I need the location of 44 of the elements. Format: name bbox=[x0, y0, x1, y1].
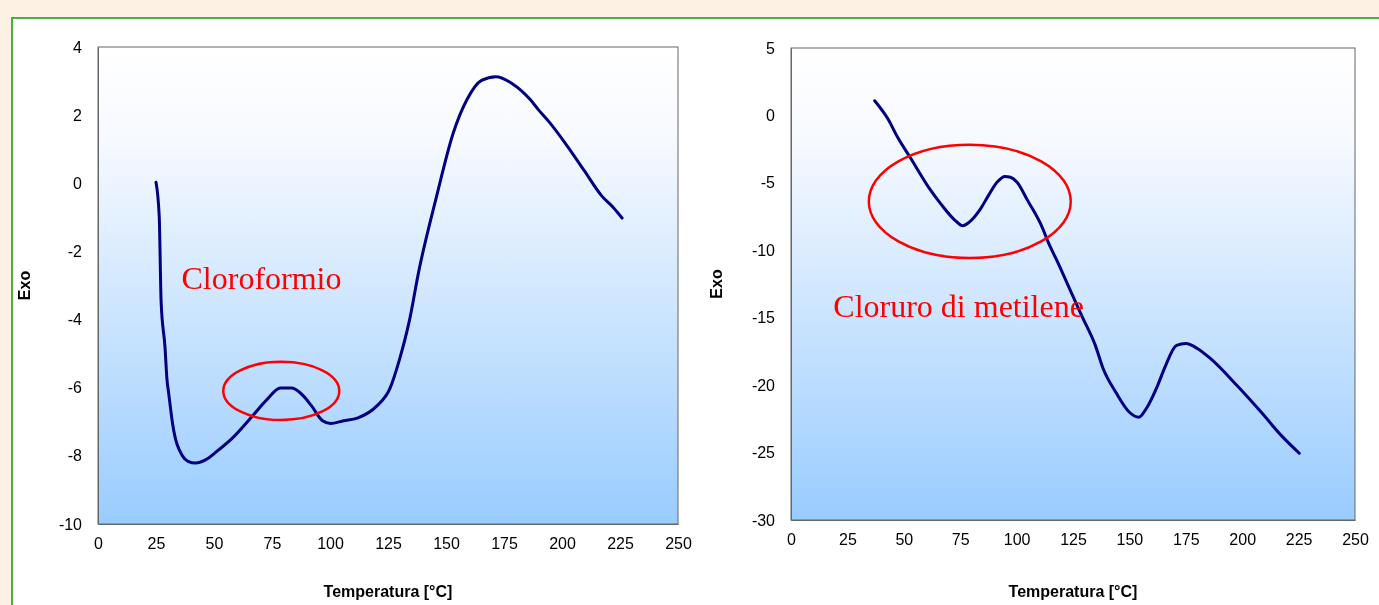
x-tick-label: 0 bbox=[787, 531, 797, 549]
x-tick-label: 125 bbox=[375, 535, 402, 553]
x-tick-label: 225 bbox=[607, 535, 634, 553]
line-series bbox=[154, 75, 624, 465]
x-tick-label: 150 bbox=[433, 535, 460, 553]
x-tick-label: 100 bbox=[317, 535, 344, 553]
x-tick-label: 50 bbox=[895, 531, 914, 549]
x-tick-label: 200 bbox=[549, 535, 576, 553]
x-tick-label: 150 bbox=[1116, 531, 1144, 549]
y-tick-label: 2 bbox=[73, 106, 83, 124]
y-tick-label: -15 bbox=[751, 309, 776, 327]
x-tick-label: 50 bbox=[205, 535, 224, 553]
x-tick-label: 75 bbox=[263, 535, 282, 553]
x-tick-label: 25 bbox=[147, 535, 166, 553]
y-tick-label: -2 bbox=[67, 243, 83, 261]
y-tick-label: 0 bbox=[73, 174, 83, 192]
x-tick-label: 100 bbox=[1003, 531, 1031, 549]
y-tick-label: 0 bbox=[766, 107, 776, 125]
x-tick-label: 175 bbox=[1172, 531, 1200, 549]
y-tick-label: 5 bbox=[766, 39, 776, 57]
x-axis-title: Temperatura [°C] bbox=[1008, 583, 1138, 600]
y-tick-label: 4 bbox=[73, 38, 83, 56]
y-tick-label: -20 bbox=[751, 376, 776, 394]
x-tick-label: 250 bbox=[665, 535, 692, 553]
x-tick-label: 175 bbox=[491, 535, 518, 553]
x-tick-label: 250 bbox=[1342, 531, 1369, 549]
x-tick-label: 75 bbox=[951, 531, 970, 549]
y-tick-label: -10 bbox=[751, 241, 776, 259]
y-tick-label: -10 bbox=[58, 515, 83, 533]
y-tick-label: -5 bbox=[760, 174, 776, 192]
y-tick-label: -8 bbox=[67, 447, 83, 465]
x-tick-label: 25 bbox=[839, 531, 857, 549]
y-tick-label: -25 bbox=[751, 444, 776, 462]
x-axis-title: Temperatura [°C] bbox=[323, 583, 453, 600]
y-axis-title: Exo bbox=[16, 270, 33, 301]
y-tick-label: -6 bbox=[67, 379, 83, 397]
y-tick-label: -30 bbox=[751, 511, 776, 529]
x-tick-label: 225 bbox=[1285, 531, 1313, 549]
x-tick-label: 125 bbox=[1060, 531, 1087, 549]
x-tick-label: 200 bbox=[1229, 531, 1257, 549]
y-axis-title: Exo bbox=[708, 269, 725, 299]
y-tick-label: -4 bbox=[67, 311, 83, 329]
x-tick-label: 0 bbox=[94, 535, 104, 553]
annotation: Cloroformio bbox=[181, 259, 342, 296]
